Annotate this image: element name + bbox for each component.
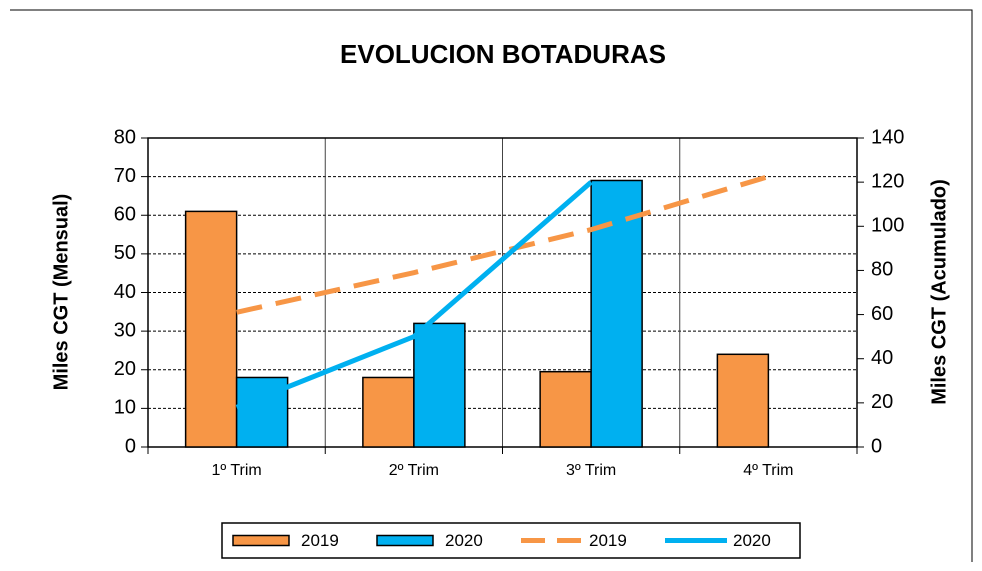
y2-tick-label: 140 <box>871 126 904 148</box>
chart-title: EVOLUCION BOTADURAS <box>340 39 666 69</box>
bar <box>590 179 643 448</box>
bar <box>184 210 238 448</box>
y-axis-label: Miles CGT (Mensual) <box>50 194 72 391</box>
chart-frame <box>10 9 973 562</box>
y-tick-label: 50 <box>114 242 136 264</box>
legend-label: 2020 <box>733 531 771 550</box>
y-tick-label: 60 <box>114 204 136 226</box>
x-tick-label: 4º Trim <box>743 462 793 479</box>
y-tick-label: 0 <box>125 435 136 457</box>
bar <box>539 370 592 448</box>
legend-swatch <box>376 534 434 547</box>
y2-tick-label: 80 <box>871 259 893 281</box>
line <box>235 180 593 410</box>
y-tick-label: 20 <box>114 358 136 380</box>
y2-tick-label: 120 <box>871 170 904 192</box>
bar <box>716 353 770 448</box>
y2-tick-label: 100 <box>871 215 904 237</box>
y-tick-label: 40 <box>114 281 136 303</box>
x-tick-label: 2º Trim <box>389 462 439 479</box>
x-tick-label: 3º Trim <box>566 462 616 479</box>
y-tick-label: 30 <box>114 319 136 341</box>
y-tick-label: 70 <box>114 165 136 187</box>
y2-axis-label: Miles CGT (Acumulado) <box>928 179 950 405</box>
y-tick-label: 10 <box>114 397 136 419</box>
x-tick-label: 1º Trim <box>211 462 261 479</box>
y2-tick-label: 60 <box>871 303 893 325</box>
line <box>236 174 770 315</box>
legend-label: 2019 <box>589 531 627 550</box>
y2-tick-label: 40 <box>871 347 893 369</box>
y-tick-label: 80 <box>114 126 136 148</box>
bar <box>413 322 466 448</box>
y2-tick-label: 0 <box>871 435 882 457</box>
y2-tick-label: 20 <box>871 391 893 413</box>
legend-label: 2020 <box>445 531 483 550</box>
legend-label: 2019 <box>301 531 339 550</box>
bar <box>362 376 415 448</box>
legend-swatch <box>232 534 290 547</box>
